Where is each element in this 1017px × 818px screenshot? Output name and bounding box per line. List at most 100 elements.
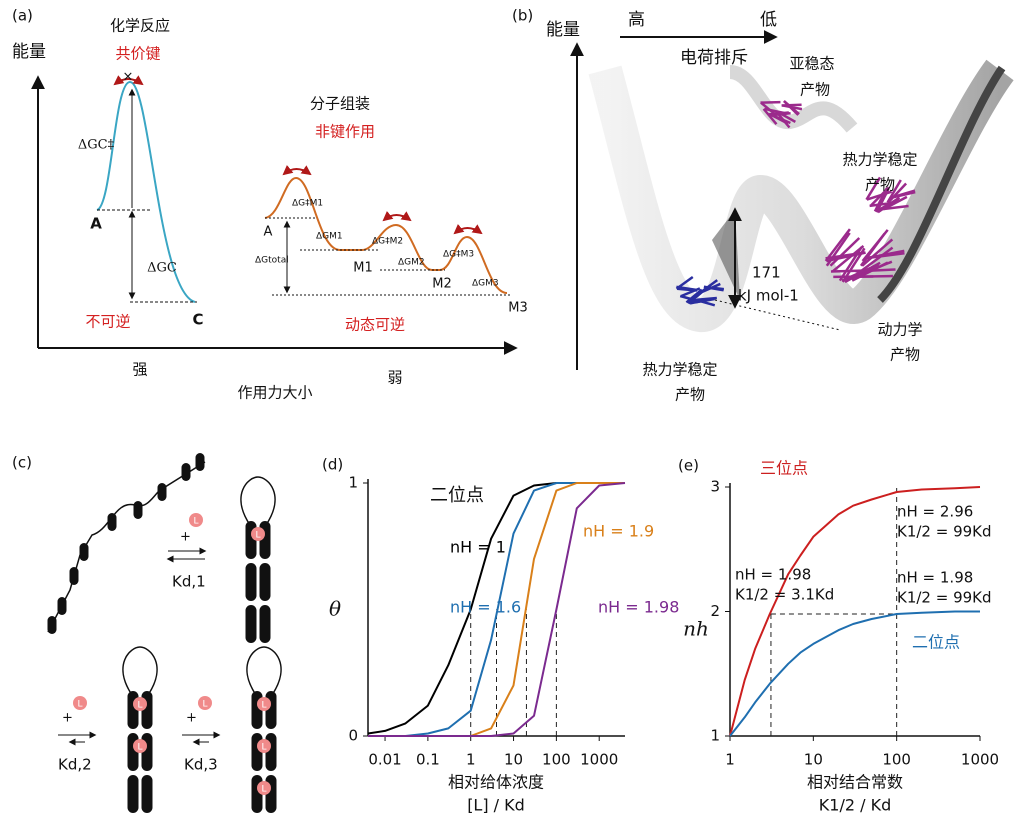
y-tick-label: 1 bbox=[710, 727, 720, 745]
subunit bbox=[108, 513, 117, 531]
figure: (a) 能量 化学反应 共价键 × ΔGC‡ A ΔGC C 不可逆 分子组装 … bbox=[0, 0, 1017, 818]
panel-label: (a) bbox=[12, 7, 33, 25]
annotation: nH = 2.96 bbox=[897, 503, 973, 521]
subunit bbox=[196, 453, 205, 471]
chart-title: 二位点 bbox=[430, 485, 484, 506]
loop bbox=[123, 647, 157, 695]
ligand-label: L bbox=[137, 743, 142, 753]
arrow bbox=[455, 228, 481, 233]
subunit bbox=[70, 567, 79, 585]
subunit bbox=[158, 483, 167, 501]
ligand-label: L bbox=[261, 701, 266, 711]
subunit bbox=[246, 605, 257, 643]
axis-title: 能量 bbox=[12, 42, 46, 62]
annotation: nH = 1.98 bbox=[735, 566, 811, 584]
constant: Kd,3 bbox=[184, 756, 218, 774]
series-label: nH = 1.9 bbox=[583, 522, 654, 541]
annotation: 热力学稳定 bbox=[842, 151, 917, 169]
subunit bbox=[58, 597, 67, 615]
heading: 共价键 bbox=[115, 45, 160, 63]
body: { "panel_a": {"label": "(a)", "y_axis": … bbox=[0, 0, 1017, 818]
energy-curve bbox=[265, 178, 507, 293]
axis-end-label: 高 bbox=[628, 10, 645, 30]
series-label: 二位点 bbox=[912, 633, 960, 652]
panel-b: (b) 能量 高 低 电荷排斥 171 kJ mol-1 亚稳态 产物 热力学稳… bbox=[512, 7, 1002, 404]
panel-c: (c) + Kd,1 + Kd,2 + Kd,3 LLLLLLLLL bbox=[12, 453, 281, 813]
axis-end-label: 低 bbox=[760, 10, 777, 30]
ligand-label: L bbox=[261, 785, 266, 795]
y-axis-title: nh bbox=[683, 617, 709, 641]
annotation: ΔG‡M3 bbox=[443, 250, 474, 260]
annotation: 产物 bbox=[800, 81, 830, 99]
annotation: 热力学稳定 bbox=[642, 361, 717, 379]
x-tick-label: 0.1 bbox=[416, 751, 440, 769]
subunit bbox=[260, 563, 271, 601]
plus: + bbox=[180, 530, 191, 545]
annotation: K1/2 = 99Kd bbox=[897, 523, 992, 541]
x-tick-label: 100 bbox=[882, 751, 911, 769]
series-label: nH = 1.98 bbox=[598, 598, 679, 617]
state-label: C bbox=[192, 311, 203, 329]
ligand-label: L bbox=[193, 517, 198, 527]
ligand-label: L bbox=[261, 743, 266, 753]
annotation: ΔGC‡ bbox=[78, 138, 115, 153]
annotation: kJ mol-1 bbox=[738, 287, 799, 305]
energy-curve bbox=[97, 82, 195, 302]
panel-label: (b) bbox=[512, 7, 533, 25]
heading: 非键作用 bbox=[315, 123, 375, 141]
chain bbox=[48, 462, 205, 632]
x-axis-title: 相对给体浓度 bbox=[448, 773, 544, 792]
ligand-label: L bbox=[77, 700, 82, 710]
annotation: K1/2 = 99Kd bbox=[897, 589, 992, 607]
series-label: nH = 1.6 bbox=[450, 598, 521, 617]
series-label: nH = 1 bbox=[450, 538, 506, 557]
arrow bbox=[284, 169, 310, 174]
marker: × bbox=[123, 70, 134, 85]
constant: Kd,2 bbox=[58, 756, 92, 774]
y-tick-label: 1 bbox=[348, 474, 358, 492]
annotation: 产物 bbox=[865, 176, 895, 194]
annotation: ΔGC bbox=[147, 261, 177, 276]
charts: 0.01 0.1 1 10 100 1000 0 1 nH = 1 nH = 1.6 nH = 1.… bbox=[322, 456, 999, 815]
annotation: ΔGM3 bbox=[472, 279, 499, 289]
y-tick-label: 3 bbox=[710, 478, 720, 496]
panel-label: (c) bbox=[12, 454, 32, 472]
x-tick-label: 10 bbox=[804, 751, 823, 769]
annotation: 不可逆 bbox=[85, 313, 130, 331]
constant: Kd,1 bbox=[172, 573, 206, 591]
x-tick-label: 0.01 bbox=[368, 751, 401, 769]
x-tick-label: 1 bbox=[466, 751, 476, 769]
heading: 分子组装 bbox=[310, 95, 370, 113]
annotation: ΔG‡M2 bbox=[372, 237, 403, 247]
annotation: ΔGM2 bbox=[398, 258, 425, 268]
subunit bbox=[182, 463, 191, 481]
annotation: ΔG‡M1 bbox=[292, 199, 323, 209]
page: Figure body { margin: 0; width: 1017px; … bbox=[0, 0, 1017, 818]
series-label: 三位点 bbox=[760, 459, 808, 478]
state-label: M2 bbox=[432, 277, 452, 292]
plus: + bbox=[186, 711, 197, 726]
panel-label: (d) bbox=[322, 456, 343, 474]
annotation: 171 bbox=[752, 264, 781, 282]
y-axis-title: θ bbox=[329, 597, 341, 621]
axis-title: 作用力大小 bbox=[237, 384, 312, 402]
loop bbox=[241, 477, 275, 525]
y-tick-label: 0 bbox=[348, 727, 358, 745]
annotation: 产物 bbox=[890, 346, 920, 364]
series-line bbox=[730, 612, 980, 737]
x-axis-title: [L] / Kd bbox=[467, 796, 525, 815]
x-tick-label: 100 bbox=[542, 751, 571, 769]
panel-label: (e) bbox=[678, 457, 699, 475]
annotation: ΔGtotal bbox=[255, 256, 289, 266]
state-label: A bbox=[90, 215, 102, 233]
x-tick-label: 1 bbox=[725, 751, 735, 769]
plus: + bbox=[62, 711, 73, 726]
annotation: 电荷排斥 bbox=[680, 48, 748, 68]
ligand-label: L bbox=[137, 701, 142, 711]
annotation: 动态可逆 bbox=[345, 316, 405, 334]
state-label: A bbox=[264, 225, 273, 240]
x-tick-label: 1000 bbox=[580, 751, 618, 769]
state-label: M1 bbox=[353, 261, 373, 276]
annotation: ΔGM1 bbox=[316, 232, 343, 242]
